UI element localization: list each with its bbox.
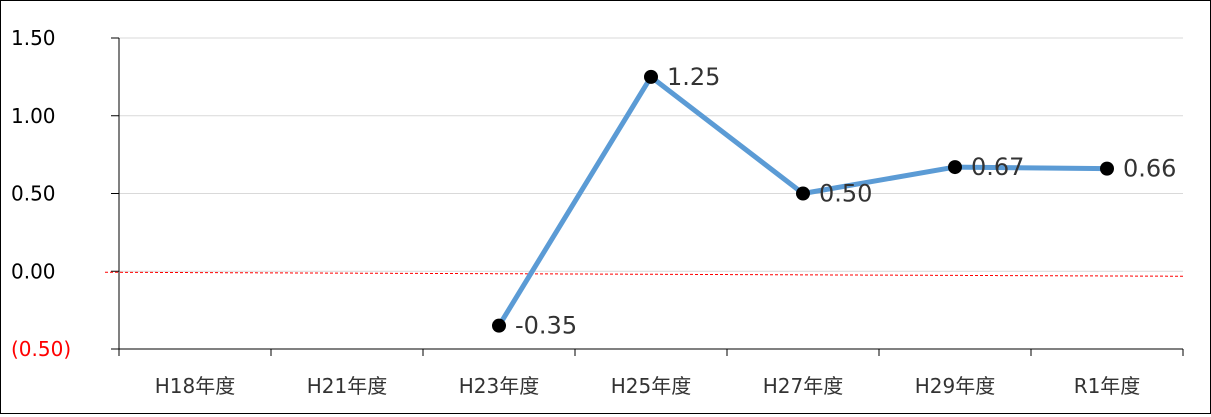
x-tick-label: H23年度 [459, 374, 540, 398]
data-label: 0.66 [1123, 155, 1176, 183]
data-label: 1.25 [667, 63, 720, 91]
x-tick-label: H18年度 [155, 374, 236, 398]
x-tick-label: H29年度 [915, 374, 996, 398]
x-tick-label: H27年度 [763, 374, 844, 398]
y-tick-label: 0.50 [11, 182, 56, 206]
series-line [496, 74, 1110, 329]
data-point [1100, 161, 1114, 176]
data-label: 0.50 [819, 180, 872, 208]
data-point [796, 186, 810, 201]
data-point [948, 160, 962, 175]
reference-line-group [104, 271, 1184, 277]
reference-line [104, 271, 1184, 277]
data-label: 0.67 [971, 153, 1024, 181]
data-label: -0.35 [515, 312, 577, 340]
y-tick-label: 0.00 [11, 259, 56, 283]
y-tick-label: 1.50 [11, 26, 56, 50]
y-tick-label: (0.50) [11, 337, 71, 361]
gridlines [119, 37, 1183, 350]
series-group [492, 69, 1114, 333]
y-tick-label: 1.00 [11, 104, 56, 128]
data-point [644, 69, 658, 84]
data-labels-group: -0.35 1.25 0.50 0.67 0.66 [515, 63, 1176, 340]
x-tick-label: H25年度 [611, 374, 692, 398]
axes: 1.50 1.00 0.50 0.00 (0.50) H18年度 H21年度 H23年度 H25… [11, 26, 1184, 398]
x-tick-label: R1年度 [1074, 374, 1141, 398]
x-tick-label: H21年度 [307, 374, 388, 398]
data-point [492, 318, 506, 333]
